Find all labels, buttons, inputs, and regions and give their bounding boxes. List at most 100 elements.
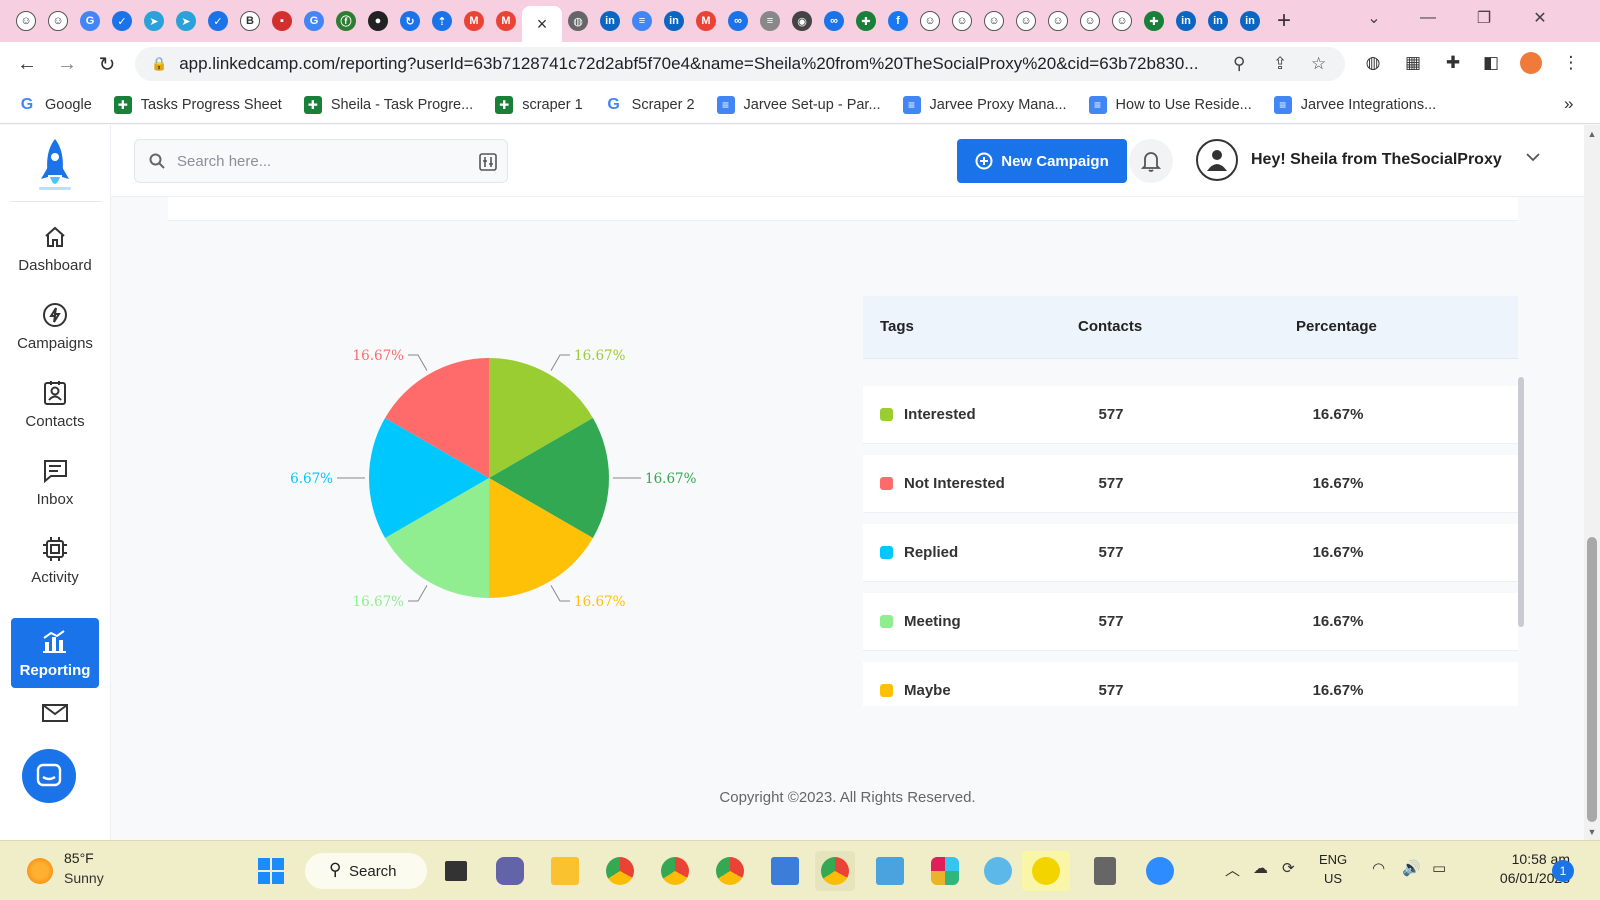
page-scrollbar[interactable]: ▲ ▼ <box>1584 125 1600 840</box>
slack-icon[interactable] <box>925 851 965 891</box>
language-indicator[interactable]: ENG US <box>1319 850 1347 888</box>
active-tab[interactable]: × <box>522 6 562 42</box>
table-scrollbar[interactable] <box>1518 377 1524 627</box>
browser-tab[interactable]: ➤ <box>170 0 202 42</box>
side-panel-icon[interactable]: ◧ <box>1482 53 1500 72</box>
browser-tab[interactable]: ≡ <box>626 0 658 42</box>
bookmark-item[interactable]: ✚ Sheila - Task Progre... <box>303 95 473 114</box>
battery-icon[interactable]: ▭ <box>1432 860 1447 877</box>
browser-tab[interactable]: ☺ <box>946 0 978 42</box>
task-view-icon[interactable] <box>436 851 476 891</box>
profile-avatar-icon[interactable] <box>1518 50 1544 76</box>
bookmark-item[interactable]: ✚ scraper 1 <box>495 95 583 114</box>
browser-tab[interactable]: ☺ <box>978 0 1010 42</box>
address-bar[interactable]: 🔒 app.linkedcamp.com/reporting?userId=63… <box>135 47 1345 81</box>
browser-tab[interactable]: in <box>1234 0 1266 42</box>
browser-tab[interactable]: ◍ <box>562 0 594 42</box>
taskbar-search[interactable]: ⚲ Search <box>305 853 427 889</box>
pie-slice[interactable] <box>369 418 489 538</box>
file-explorer-icon[interactable] <box>545 851 585 891</box>
browser-tab[interactable]: G <box>74 0 106 42</box>
support-chat-button[interactable] <box>22 749 76 803</box>
bookmark-item[interactable]: G Scraper 2 <box>605 96 694 114</box>
tab-close-icon[interactable]: × <box>536 13 548 34</box>
browser-tab[interactable]: M <box>490 0 522 42</box>
bookmark-item[interactable]: ≡ Jarvee Set-up - Par... <box>716 95 881 114</box>
pie-slice[interactable] <box>489 478 593 598</box>
share-icon[interactable]: ⇪ <box>1273 54 1288 73</box>
qr-extension-icon[interactable]: ▦ <box>1404 53 1422 72</box>
back-icon[interactable]: ← <box>17 52 37 75</box>
avatar[interactable] <box>1196 139 1238 181</box>
calculator-icon[interactable] <box>1085 851 1125 891</box>
browser-tab[interactable]: ≡ <box>754 0 786 42</box>
sidebar-item-reporting[interactable]: Reporting <box>11 618 99 688</box>
paint-icon[interactable] <box>978 851 1018 891</box>
bookmark-item[interactable]: ≡ How to Use Reside... <box>1088 95 1252 114</box>
browser-tab[interactable]: ↻ <box>394 0 426 42</box>
browser-tab[interactable]: ☺ <box>914 0 946 42</box>
globe-extension-icon[interactable]: ◍ <box>1365 53 1381 72</box>
browser-tab[interactable]: in <box>658 0 690 42</box>
sidebar-item-inbox[interactable]: Inbox <box>11 447 99 517</box>
pie-slice[interactable] <box>489 358 593 478</box>
sun-icon[interactable] <box>27 858 53 884</box>
browser-tab[interactable]: ⓕ <box>330 0 362 42</box>
chrome-icon[interactable] <box>600 851 640 891</box>
tab-search-icon[interactable]: ⌄ <box>1367 10 1381 27</box>
browser-tab[interactable]: ∞ <box>722 0 754 42</box>
weather-condition[interactable]: Sunny <box>64 870 104 886</box>
sidebar-item-contacts[interactable]: Contacts <box>11 369 99 439</box>
browser-tab[interactable]: M <box>458 0 490 42</box>
browser-tab[interactable]: ➤ <box>138 0 170 42</box>
wifi-icon[interactable]: ◠ <box>1372 860 1386 877</box>
todo-check-icon[interactable] <box>1022 851 1070 891</box>
tray-overflow-icon[interactable]: ︿ <box>1225 862 1241 879</box>
browser-tab[interactable]: ✓ <box>106 0 138 42</box>
new-tab-icon[interactable]: + <box>1276 7 1291 34</box>
browser-tab[interactable]: ☺ <box>1074 0 1106 42</box>
zoom-icon[interactable]: ⚲ <box>1233 54 1246 73</box>
teams-chat-icon[interactable] <box>490 851 530 891</box>
chrome-active-icon[interactable] <box>815 851 855 891</box>
pie-slice[interactable] <box>385 358 489 478</box>
rocket-logo-icon[interactable] <box>36 137 74 193</box>
browser-tab[interactable]: ✓ <box>202 0 234 42</box>
browser-tab[interactable]: in <box>594 0 626 42</box>
scroll-down-icon[interactable]: ▼ <box>1587 827 1597 837</box>
browser-tab[interactable]: ☺ <box>1106 0 1138 42</box>
browser-tab[interactable]: ☺ <box>1042 0 1074 42</box>
bookmark-item[interactable]: G Google <box>18 96 92 114</box>
extensions-puzzle-icon[interactable]: ✚ <box>1445 53 1461 72</box>
new-campaign-button[interactable]: New Campaign <box>957 139 1127 183</box>
bookmark-item[interactable]: ≡ Jarvee Proxy Mana... <box>902 95 1067 114</box>
sidebar-item-campaigns[interactable]: Campaigns <box>11 291 99 361</box>
browser-tab[interactable]: ☺ <box>1010 0 1042 42</box>
user-greeting[interactable]: Hey! Sheila from TheSocialProxy <box>1251 151 1502 168</box>
windows-start-icon[interactable] <box>251 851 291 891</box>
pie-slice[interactable] <box>385 478 489 598</box>
search-input[interactable] <box>177 152 457 170</box>
scroll-up-icon[interactable]: ▲ <box>1587 129 1597 139</box>
bookmark-item[interactable]: ✚ Tasks Progress Sheet <box>113 95 282 114</box>
restore-icon[interactable]: ❐ <box>1476 10 1492 27</box>
minimize-icon[interactable]: — <box>1420 9 1436 26</box>
browser-menu-icon[interactable]: ⋮ <box>1562 53 1580 72</box>
bookmark-star-icon[interactable]: ☆ <box>1311 54 1327 73</box>
notepad-icon[interactable] <box>870 851 910 891</box>
volume-icon[interactable]: 🔊 <box>1402 860 1421 877</box>
chevron-down-icon[interactable] <box>1525 149 1541 167</box>
notifications-button[interactable] <box>1129 139 1173 183</box>
mail-icon[interactable] <box>41 703 69 728</box>
browser-tab[interactable]: ∞ <box>818 0 850 42</box>
browser-tab[interactable]: M <box>690 0 722 42</box>
notification-badge[interactable]: 1 <box>1552 860 1574 882</box>
browser-tab[interactable]: in <box>1170 0 1202 42</box>
pie-slice[interactable] <box>489 418 609 538</box>
browser-tab[interactable]: ☺ <box>42 0 74 42</box>
browser-tab[interactable]: ⇡ <box>426 0 458 42</box>
close-window-icon[interactable]: ✕ <box>1533 10 1547 27</box>
forward-icon[interactable]: → <box>57 52 77 75</box>
zoom-icon[interactable] <box>1140 851 1180 891</box>
browser-tab[interactable]: ▪ <box>266 0 298 42</box>
